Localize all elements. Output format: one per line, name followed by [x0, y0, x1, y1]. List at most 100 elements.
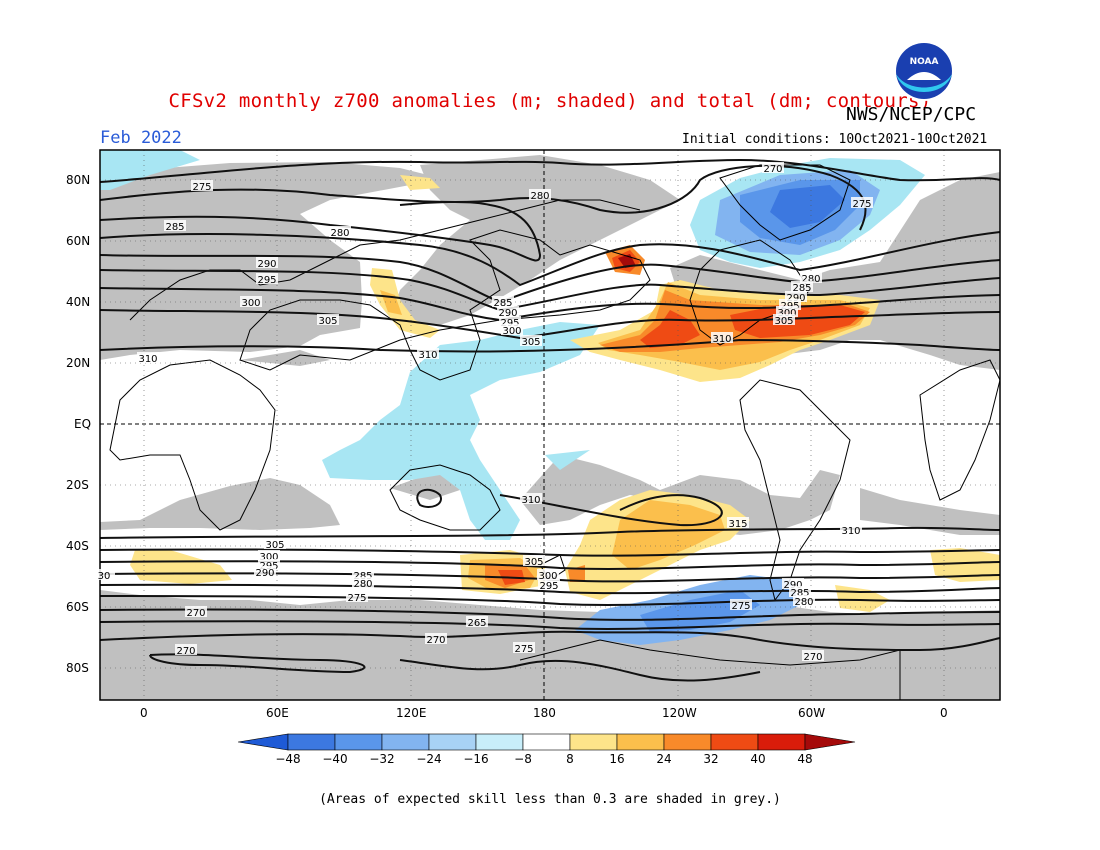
contour-label-bg [137, 352, 159, 363]
contour-label-bg [785, 291, 807, 302]
contour-label-bg [538, 579, 560, 590]
contour-label-bg [782, 578, 804, 589]
color-bar-tick-label: 40 [750, 752, 766, 766]
contour-label-bg [191, 180, 213, 191]
color-bar [238, 733, 856, 751]
contour-label: 280 [794, 597, 813, 608]
negative-anomaly-max [770, 185, 845, 228]
contour-label: 280 [353, 579, 372, 590]
contour-label: 300 [259, 552, 278, 563]
color-bar-tick-label: 16 [609, 752, 625, 766]
color-bar-segment [616, 733, 665, 751]
contour-label-bg [317, 314, 339, 325]
contour-label-bg [497, 306, 519, 317]
contour-label-bg [762, 162, 784, 173]
color-bar-segment [757, 733, 806, 751]
contour-label-bg [727, 517, 749, 528]
lon-label: 0 [140, 706, 148, 720]
contour-label-bg [537, 569, 559, 580]
contour-label: 295 [257, 275, 276, 286]
contour-label-bg [264, 538, 286, 549]
lon-label: 120W [662, 706, 697, 720]
contour-label-bg [417, 348, 439, 359]
lon-label: 60W [798, 706, 826, 720]
logo-text: NOAA [910, 57, 939, 67]
lon-label: 60E [266, 706, 289, 720]
color-bar-segment [569, 733, 618, 751]
color-bar-segment [287, 733, 336, 751]
contour-label-bg [254, 566, 276, 577]
color-bar-tick-label: −32 [369, 752, 395, 766]
contour-label: 275 [852, 199, 871, 210]
contour-label: 285 [790, 588, 809, 599]
contour-label-bg [773, 314, 795, 325]
color-bar-tick-label: −40 [322, 752, 348, 766]
lat-label: 60N [66, 234, 91, 248]
initial-conditions: Initial conditions: 10Oct2021-10Oct2021 [682, 132, 988, 147]
contour-label-bg [802, 650, 824, 661]
color-bar-segment [663, 733, 712, 751]
contour-label-bg [258, 550, 280, 561]
contour-label: 300 [502, 326, 521, 337]
map-frame [99, 149, 1001, 701]
contour-label-bg [529, 189, 551, 200]
contour-label-bg [164, 220, 186, 231]
color-bar-tick-label: −16 [463, 752, 489, 766]
lat-label: 20N [66, 356, 91, 370]
color-bar-tick-label: 8 [566, 752, 574, 766]
contour-label: 310 [712, 334, 731, 345]
contour-label: 285 [353, 571, 372, 582]
contour-label: 295 [539, 581, 558, 592]
contour-label: 310 [138, 354, 157, 365]
noaa-logo: NOAA [894, 41, 954, 101]
forecast-period: Feb 2022 [100, 128, 182, 148]
contour-label-bg [730, 599, 752, 610]
contour-label: 290 [255, 568, 274, 579]
lat-label: 40S [66, 539, 89, 553]
contour-label: 285 [165, 222, 184, 233]
contour-label: 310 [521, 495, 540, 506]
contour-label-bg [520, 335, 542, 346]
contour-label: 305 [524, 557, 543, 568]
contour-label-bg [499, 316, 521, 327]
contour-label-bg [791, 281, 813, 292]
contour-label: 315 [728, 519, 747, 530]
agency-label: NWS/NCEP/CPC [846, 104, 977, 125]
color-bar-tick-label: −8 [514, 752, 532, 766]
contour-label-bg [492, 296, 514, 307]
color-bar-tick-label: 24 [656, 752, 672, 766]
contour-label-bg [789, 586, 811, 597]
contour-label: 305 [318, 316, 337, 327]
contour-label: 275 [347, 593, 366, 604]
contour-label-bg [425, 633, 447, 644]
contour-label: 305 [521, 337, 540, 348]
lon-label: 120E [396, 706, 427, 720]
contour-label: 280 [330, 228, 349, 239]
contour-label: 270 [186, 608, 205, 619]
coastlines [109, 164, 1001, 700]
color-bar-tick-label: −48 [275, 752, 301, 766]
lon-label: 0 [940, 706, 948, 720]
contour-label-bg [175, 644, 197, 655]
color-bar-segment [475, 733, 524, 751]
color-bar-tick-label: −24 [416, 752, 442, 766]
skill-footnote: (Areas of expected skill less than 0.3 a… [319, 792, 781, 807]
contour-label-bg [513, 642, 535, 653]
color-bar-segment [428, 733, 477, 751]
contour-label-bg [256, 273, 278, 284]
contour-label: 275 [514, 644, 533, 655]
lat-label: EQ [74, 417, 92, 431]
color-bar-ticks: −48 −40 −32 −24 −16 −8 8 16 24 32 40 48 [0, 752, 1100, 768]
contour-label: 310 [418, 350, 437, 361]
figure-title: CFSv2 monthly z700 anomalies (m; shaded)… [168, 90, 932, 112]
contour-label-bg [256, 257, 278, 268]
contour-label: 270 [763, 164, 782, 175]
contour-label: 270 [426, 635, 445, 646]
contour-label: 295 [500, 318, 519, 329]
contour-label: 310 [841, 526, 860, 537]
lat-label: 80S [66, 661, 89, 675]
color-bar-arrow-low [238, 733, 289, 751]
contour-label: 270 [803, 652, 822, 663]
contour-label: 285 [493, 298, 512, 309]
contour-label-bg [779, 299, 801, 310]
